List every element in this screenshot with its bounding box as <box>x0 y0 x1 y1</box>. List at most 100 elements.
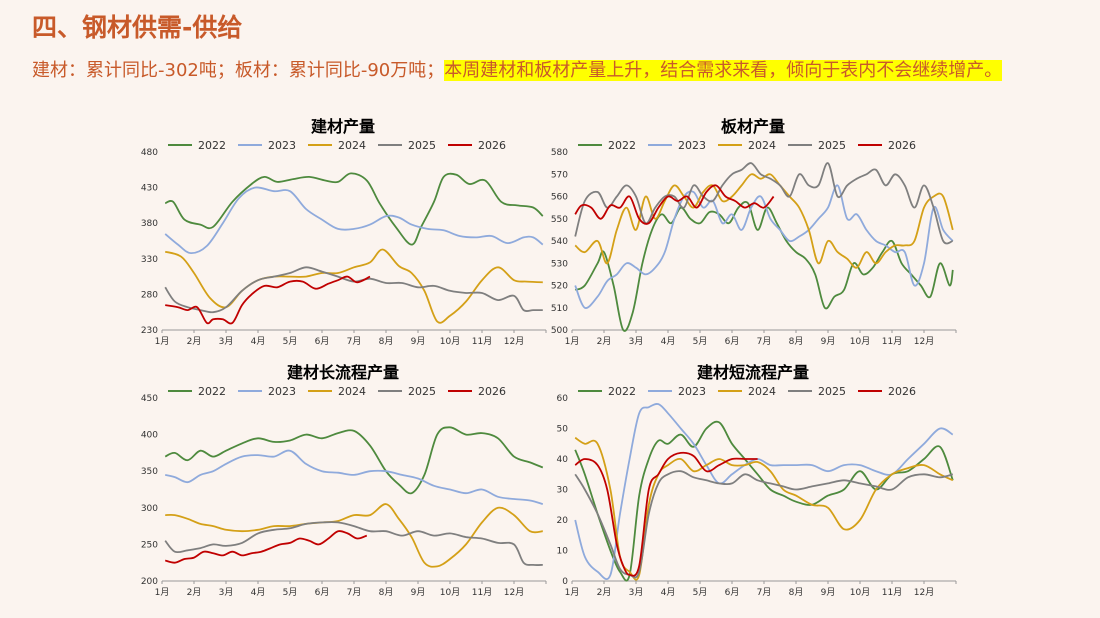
series-line-2024 <box>164 248 543 324</box>
x-tick-label: 3月 <box>219 587 234 598</box>
y-tick-label: 10 <box>557 547 569 557</box>
x-tick-label: 7月 <box>757 336 772 347</box>
y-tick-label: 230 <box>141 326 158 336</box>
y-tick-label: 480 <box>141 148 158 158</box>
page-title: 四、钢材供需-供给 <box>32 13 243 42</box>
legend-label: 2022 <box>608 139 636 152</box>
y-tick-label: 500 <box>551 326 568 336</box>
x-tick-label: 11月 <box>472 587 492 598</box>
x-tick-label: 6月 <box>315 587 330 598</box>
y-tick-label: 330 <box>141 255 158 265</box>
legend-entry-2026: 2026 <box>448 385 506 398</box>
x-tick-label: 4月 <box>251 336 266 347</box>
x-tick-label: 2月 <box>597 587 612 598</box>
legend-label: 2024 <box>338 385 366 398</box>
y-tick-label: 200 <box>141 577 158 587</box>
legend-label: 2022 <box>608 385 636 398</box>
y-tick-label: 300 <box>141 504 158 514</box>
x-tick-label: 8月 <box>789 587 804 598</box>
x-tick-label: 9月 <box>411 336 426 347</box>
series-line-2023 <box>165 449 544 505</box>
chart-title: 建材长流程产量 <box>287 363 399 382</box>
x-tick-label: 3月 <box>219 336 234 347</box>
legend-entry-2023: 2023 <box>648 139 706 152</box>
x-tick-label: 10月 <box>850 587 870 598</box>
legend-entry-2025: 2025 <box>378 139 436 152</box>
legend-label: 2025 <box>408 139 436 152</box>
x-tick-label: 11月 <box>882 587 902 598</box>
legend-entry-2024: 2024 <box>308 385 366 398</box>
x-tick-label: 6月 <box>725 336 740 347</box>
legend-entry-2022: 2022 <box>578 385 636 398</box>
y-tick-label: 530 <box>551 259 568 269</box>
x-tick-label: 10月 <box>440 587 460 598</box>
legend-label: 2025 <box>818 385 846 398</box>
legend-label: 2026 <box>478 385 506 398</box>
series-line-2024 <box>574 436 954 581</box>
x-tick-label: 4月 <box>661 587 676 598</box>
legend-label: 2024 <box>748 139 776 152</box>
y-tick-label: 570 <box>551 170 568 180</box>
y-tick-label: 40 <box>557 455 569 465</box>
y-tick-label: 250 <box>141 540 158 550</box>
series-line-2026 <box>574 451 758 577</box>
y-tick-label: 450 <box>141 394 158 404</box>
chart-jiancai-output: 建材产量 2022 2023 2024 2025 2026 230 280 330 380 430 4… <box>141 117 547 347</box>
y-tick-label: 550 <box>551 215 568 225</box>
legend-entry-2024: 2024 <box>718 385 776 398</box>
legend-entry-2025: 2025 <box>378 385 436 398</box>
legend-label: 2024 <box>338 139 366 152</box>
y-tick-label: 580 <box>551 148 568 158</box>
legend-label: 2026 <box>478 139 506 152</box>
chart-jiancai-long-process: 建材长流程产量 2022 2023 2024 2025 2026 200 250 300 350 4… <box>141 363 547 598</box>
legend-entry-2024: 2024 <box>308 139 366 152</box>
chart-title: 建材产量 <box>311 117 375 136</box>
y-tick-label: 520 <box>551 282 568 292</box>
series-line-2026 <box>574 184 775 225</box>
x-tick-label: 5月 <box>283 587 298 598</box>
legend-label: 2022 <box>198 385 226 398</box>
chart-title: 建材短流程产量 <box>697 363 809 382</box>
x-tick-label: 8月 <box>379 587 394 598</box>
series-line-2023 <box>164 186 544 255</box>
x-tick-label: 3月 <box>629 336 644 347</box>
x-tick-label: 1月 <box>155 336 170 347</box>
y-tick-label: 380 <box>141 219 158 229</box>
x-tick-label: 5月 <box>283 336 298 347</box>
x-tick-label: 12月 <box>914 587 934 598</box>
legend-entry-2023: 2023 <box>648 385 706 398</box>
series-line-2025 <box>164 266 543 314</box>
x-tick-label: 12月 <box>504 336 524 347</box>
y-tick-label: 0 <box>562 577 568 587</box>
y-tick-label: 30 <box>557 486 569 496</box>
legend-entry-2023: 2023 <box>238 139 296 152</box>
x-tick-label: 12月 <box>504 587 524 598</box>
subtitle-highlight: 本周建材和板材产量上升，结合需求来看，倾向于表内不会继续增产。 <box>444 60 1003 81</box>
legend-entry-2025: 2025 <box>788 385 846 398</box>
legend-label: 2026 <box>888 139 916 152</box>
x-tick-label: 12月 <box>914 336 934 347</box>
legend-entry-2026: 2026 <box>858 385 916 398</box>
legend-entry-2023: 2023 <box>238 385 296 398</box>
x-tick-label: 6月 <box>315 336 330 347</box>
x-tick-label: 3月 <box>629 587 644 598</box>
legend-label: 2023 <box>678 385 706 398</box>
chart-bancai-output: 板材产量 2022 2023 2024 2025 2026 500 510 520 530 540 5… <box>551 117 957 347</box>
y-tick-label: 60 <box>557 394 569 404</box>
y-tick-label: 50 <box>557 425 569 435</box>
chart-jiancai-short-process: 建材短流程产量 2022 2023 2024 2025 2026 0 10 20 30 40 50 60… <box>557 363 957 598</box>
legend-label: 2025 <box>818 139 846 152</box>
x-tick-label: 11月 <box>472 336 492 347</box>
x-tick-label: 7月 <box>347 587 362 598</box>
x-tick-label: 5月 <box>693 587 708 598</box>
legend-entry-2026: 2026 <box>448 139 506 152</box>
x-tick-label: 5月 <box>693 336 708 347</box>
series-line-2023 <box>574 402 954 580</box>
y-tick-label: 400 <box>141 431 158 441</box>
legend-label: 2023 <box>268 385 296 398</box>
y-tick-label: 540 <box>551 237 568 247</box>
legend-label: 2026 <box>888 385 916 398</box>
x-tick-label: 10月 <box>850 336 870 347</box>
legend-entry-2022: 2022 <box>578 139 636 152</box>
x-tick-label: 7月 <box>347 336 362 347</box>
